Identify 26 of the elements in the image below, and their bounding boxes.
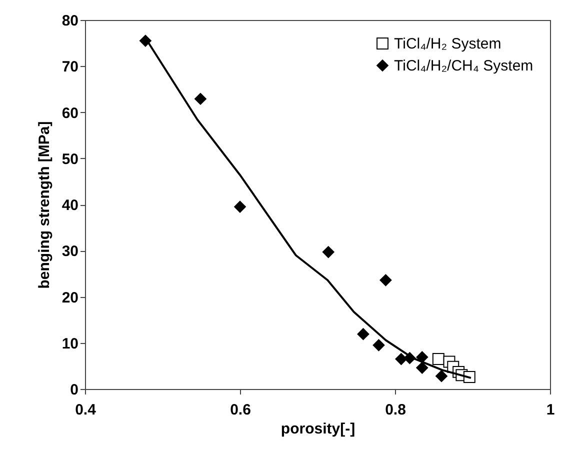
y-tick-label: 10 (62, 335, 78, 352)
y-tick-label: 80 (62, 12, 78, 30)
point (372, 339, 385, 352)
y-tick-label: 60 (62, 104, 78, 122)
point (357, 328, 370, 340)
point (322, 246, 334, 258)
y-axis-title: benging strength [MPa] (36, 121, 53, 289)
y-tick-label: 40 (62, 197, 78, 214)
y-tick-label: 30 (62, 243, 78, 260)
x-tick-label: 0.6 (230, 402, 251, 418)
legend-label: TiCl₄/H₂ System (394, 36, 502, 52)
y-tick-label: 50 (62, 150, 78, 168)
legend-label: TiCl₄/H₂/CH₄ System (394, 58, 534, 74)
x-tick-label: 0.8 (385, 402, 406, 418)
x-tick-label: 1 (546, 402, 555, 418)
point (432, 353, 444, 365)
y-tick-label: 0 (70, 382, 78, 398)
y-tick-label: 20 (62, 289, 78, 306)
y-tick-label: 70 (62, 58, 78, 76)
x-axis-title: porosity[-] (280, 420, 356, 438)
point (436, 370, 448, 382)
point (194, 92, 206, 105)
point (416, 362, 428, 374)
x-tick-label: 0.4 (75, 402, 97, 418)
point (380, 274, 392, 286)
point (234, 200, 246, 213)
